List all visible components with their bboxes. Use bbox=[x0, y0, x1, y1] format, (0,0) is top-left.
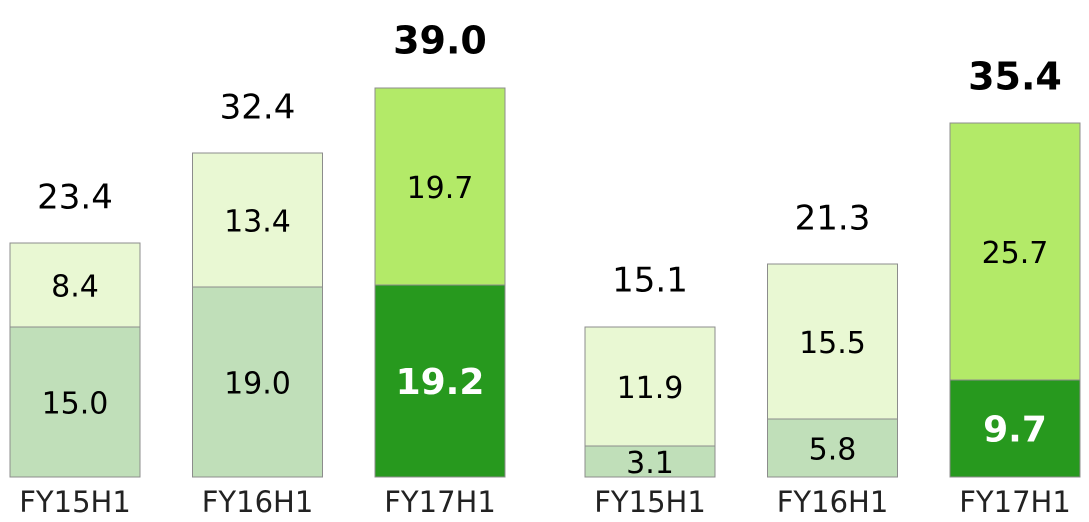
x-tick-label: FY17H1 bbox=[959, 485, 1071, 519]
x-tick-label: FY16H1 bbox=[202, 485, 314, 519]
bar-segment bbox=[9, 242, 141, 328]
segment-label: 5.8 bbox=[809, 433, 857, 468]
segment-label: 19.2 bbox=[396, 362, 485, 403]
bar-segment bbox=[584, 445, 716, 478]
segment-label: 13.4 bbox=[224, 205, 291, 240]
bar-segment bbox=[374, 284, 506, 478]
bar-segment bbox=[192, 152, 323, 288]
total-label: 32.4 bbox=[220, 88, 296, 128]
bar-segment bbox=[9, 326, 141, 478]
segment-label: 19.0 bbox=[224, 367, 291, 402]
segment-label: 11.9 bbox=[617, 371, 684, 406]
segment-label: 15.0 bbox=[42, 387, 109, 422]
bar-segment bbox=[949, 122, 1081, 381]
x-tick-label: FY15H1 bbox=[594, 485, 706, 519]
total-label: 35.4 bbox=[968, 55, 1062, 99]
segment-label: 19.7 bbox=[407, 171, 474, 206]
total-label: 39.0 bbox=[393, 19, 487, 63]
segment-label: 25.7 bbox=[982, 236, 1049, 271]
x-tick-label: FY16H1 bbox=[777, 485, 889, 519]
x-tick-label: FY17H1 bbox=[384, 485, 496, 519]
bar-segment bbox=[584, 326, 716, 447]
bar-segment bbox=[767, 263, 898, 420]
segment-label: 8.4 bbox=[51, 270, 99, 305]
bar-segment bbox=[949, 379, 1081, 478]
bar-segment bbox=[767, 418, 898, 478]
x-tick-label: FY15H1 bbox=[19, 485, 131, 519]
segment-label: 3.1 bbox=[626, 446, 674, 481]
segment-label: 15.5 bbox=[799, 326, 866, 361]
segment-label: 9.7 bbox=[983, 410, 1047, 451]
total-label: 21.3 bbox=[795, 199, 871, 239]
total-label: 23.4 bbox=[37, 178, 113, 218]
bar-segment bbox=[374, 87, 506, 286]
total-label: 15.1 bbox=[612, 261, 688, 301]
